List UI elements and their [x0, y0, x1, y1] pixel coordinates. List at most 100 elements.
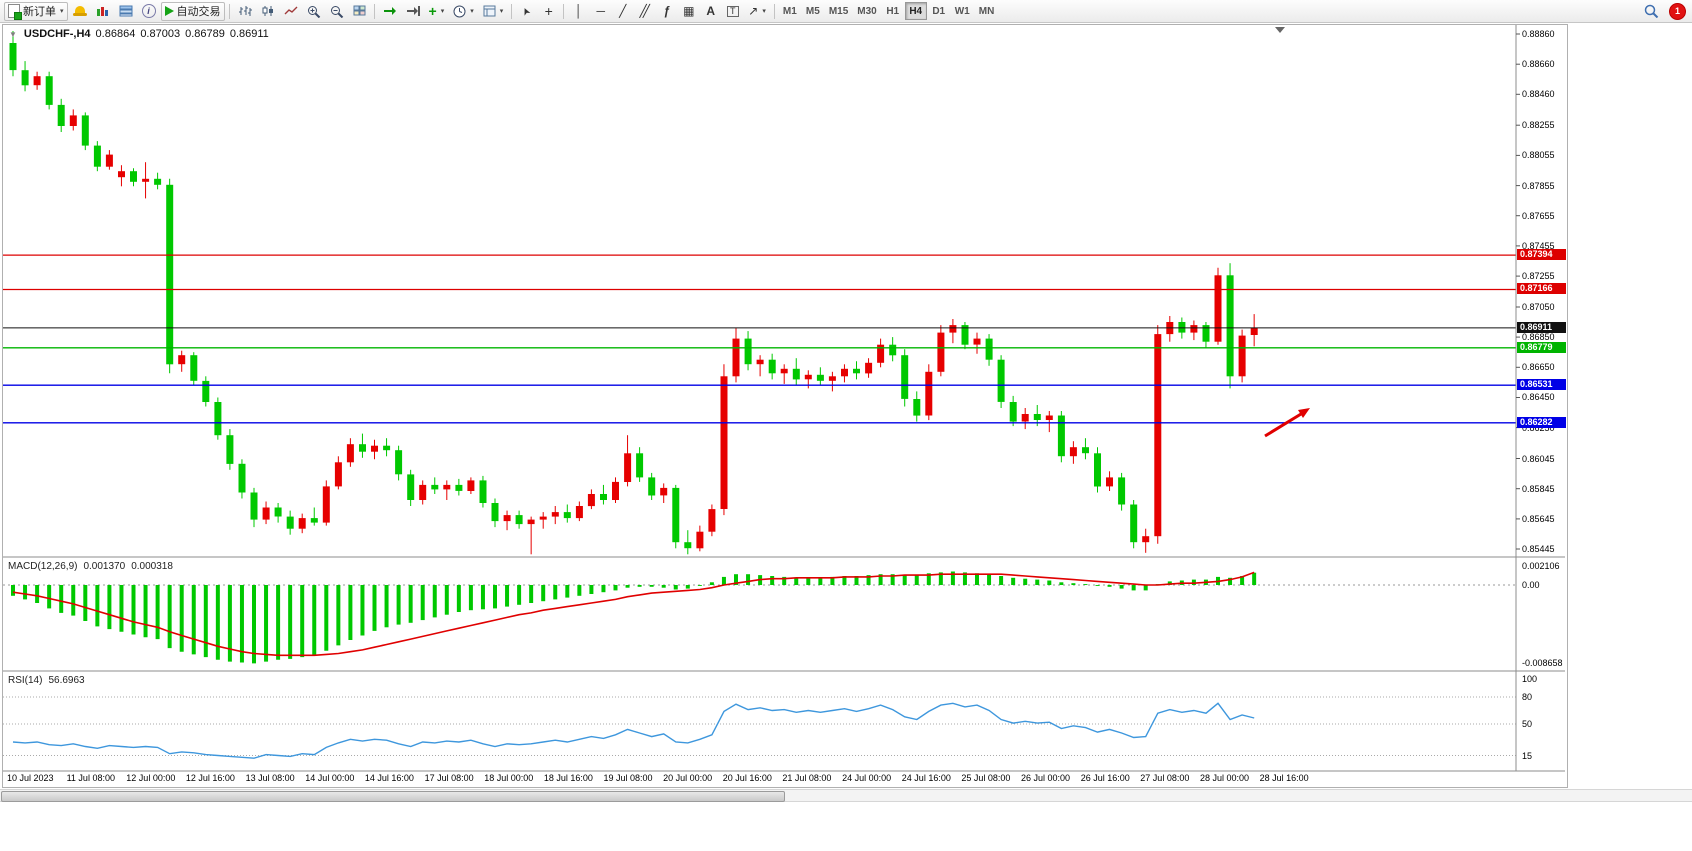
arrow-object-shaft[interactable]: [1264, 412, 1302, 438]
fibonacci-icon: ƒ: [663, 4, 671, 18]
candle-body: [1106, 477, 1113, 487]
profiles-icon: [119, 5, 133, 17]
candle-body: [250, 492, 258, 520]
fibonacci-tool-button[interactable]: ƒ: [656, 2, 677, 21]
time-axis-label: 14 Jul 00:00: [305, 773, 355, 783]
search-button[interactable]: [1640, 2, 1663, 21]
templates-button[interactable]: ▾: [479, 2, 508, 21]
candle-body: [455, 484, 463, 491]
candle-body: [419, 484, 427, 500]
new-order-button[interactable]: 新订单 ▾: [4, 1, 68, 21]
time-axis-label: 25 Jul 08:00: [961, 773, 1011, 783]
periods-button[interactable]: ▾: [449, 2, 478, 21]
macd-name: MACD(12,26,9): [8, 561, 78, 572]
info-button[interactable]: i: [138, 2, 160, 21]
timeframe-m15-button[interactable]: M15: [825, 2, 852, 20]
text-tool-button[interactable]: A: [700, 2, 721, 21]
vertical-line-icon: │: [575, 4, 583, 18]
time-axis-label: 20 Jul 00:00: [663, 773, 713, 783]
timeframe-m30-button[interactable]: M30: [853, 2, 880, 20]
candle-body: [636, 453, 644, 478]
trendline-tool-button[interactable]: ╱: [612, 2, 633, 21]
profiles-button[interactable]: [115, 2, 137, 21]
timeframe-m5-button[interactable]: M5: [802, 2, 824, 20]
chart-symbol-period: USDCHF-,H4: [23, 28, 91, 40]
candle-body: [1118, 477, 1126, 505]
rsi-value: 56.6963: [48, 675, 85, 686]
candle-body: [563, 512, 571, 519]
candle-body: [624, 453, 632, 482]
chart-horizontal-scrollbar[interactable]: [0, 789, 1692, 802]
candle-body: [262, 507, 270, 520]
candle-body: [274, 507, 282, 517]
indicators-button[interactable]: + ▾: [425, 2, 449, 21]
candle-body: [298, 518, 306, 529]
chart-shift-marker[interactable]: [1275, 27, 1285, 33]
auto-scroll-button[interactable]: [379, 2, 401, 21]
candle-body: [696, 531, 704, 549]
timeframe-h1-button[interactable]: H1: [882, 2, 904, 20]
crosshair-button[interactable]: +: [538, 2, 559, 21]
zoom-in-button[interactable]: [303, 2, 325, 21]
new-chart-button[interactable]: [92, 2, 114, 21]
chart-canvas[interactable]: [3, 25, 1567, 787]
timeframe-m1-button[interactable]: M1: [779, 2, 801, 20]
candle-body: [310, 518, 318, 523]
notification-badge[interactable]: 1: [1669, 2, 1686, 20]
candle-body: [515, 515, 523, 525]
bar-chart-type-button[interactable]: [234, 2, 256, 21]
zoom-out-button[interactable]: [326, 2, 348, 21]
candle-body: [93, 145, 101, 167]
candle-body: [334, 462, 342, 487]
new-chart-icon: [96, 7, 108, 16]
candle-body: [226, 435, 234, 464]
candle-body: [1009, 402, 1017, 422]
scrollbar-thumb[interactable]: [1, 791, 785, 802]
time-axis[interactable]: 10 Jul 2023 11 Jul 08:00 12 Jul 00:00 12 Ju…: [3, 773, 1567, 787]
tile-windows-button[interactable]: [349, 2, 370, 21]
timeframe-d1-button[interactable]: D1: [928, 2, 950, 20]
candle-body: [612, 481, 619, 500]
time-axis-label: 26 Jul 00:00: [1021, 773, 1071, 783]
candle-body: [214, 402, 222, 436]
candle-body: [672, 487, 680, 543]
time-axis-label: 18 Jul 00:00: [484, 773, 534, 783]
line-chart-type-button[interactable]: [280, 2, 302, 21]
candle-body: [154, 178, 162, 185]
arrows-tool-button[interactable]: ↗ ▾: [744, 2, 770, 21]
main-toolbar: 新订单 ▾ i 自动交易: [0, 0, 1692, 23]
timeframe-mn-button[interactable]: MN: [975, 2, 999, 20]
one-click-trading-icon[interactable]: ▼: [9, 29, 17, 39]
search-icon: [1644, 4, 1659, 18]
time-axis-label: 11 Jul 08:00: [66, 773, 115, 783]
shapes-tool-button[interactable]: ▦: [678, 2, 699, 21]
candle-body: [720, 376, 728, 509]
candle-body: [985, 338, 993, 360]
timeframe-h4-button[interactable]: H4: [904, 2, 927, 20]
candle-body: [1142, 536, 1150, 543]
candlestick-chart-type-button[interactable]: [257, 2, 279, 21]
time-axis-label: 17 Jul 08:00: [424, 773, 474, 783]
time-axis-label: 19 Jul 08:00: [603, 773, 653, 783]
candle-body: [901, 355, 909, 399]
timeframe-w1-button[interactable]: W1: [951, 2, 974, 20]
candle-body: [202, 380, 210, 402]
toolbar-separator: [511, 3, 513, 19]
arrow-object-head[interactable]: [1298, 408, 1310, 418]
candle-body: [1057, 415, 1065, 457]
vertical-line-tool-button[interactable]: │: [568, 2, 589, 21]
chart-shift-button[interactable]: [402, 2, 424, 21]
channel-tool-button[interactable]: ╱╱: [634, 2, 655, 21]
time-axis-label: 12 Jul 16:00: [185, 773, 235, 783]
text-label-tool-button[interactable]: T: [722, 2, 743, 21]
time-axis-label: 28 Jul 00:00: [1200, 773, 1250, 783]
text-label-icon: T: [727, 5, 739, 17]
autotrading-button[interactable]: 自动交易: [160, 1, 225, 21]
candle-body: [575, 506, 583, 519]
chevron-down-icon: ▾: [499, 8, 504, 15]
chart-window[interactable]: ▼ USDCHF-,H4 0.86864 0.87003 0.86789 0.8…: [2, 24, 1568, 788]
horizontal-line-tool-button[interactable]: ─: [590, 2, 611, 21]
hard-hat-button[interactable]: [69, 2, 91, 21]
cursor-button[interactable]: ➤: [516, 2, 537, 21]
candle-body: [780, 368, 788, 374]
